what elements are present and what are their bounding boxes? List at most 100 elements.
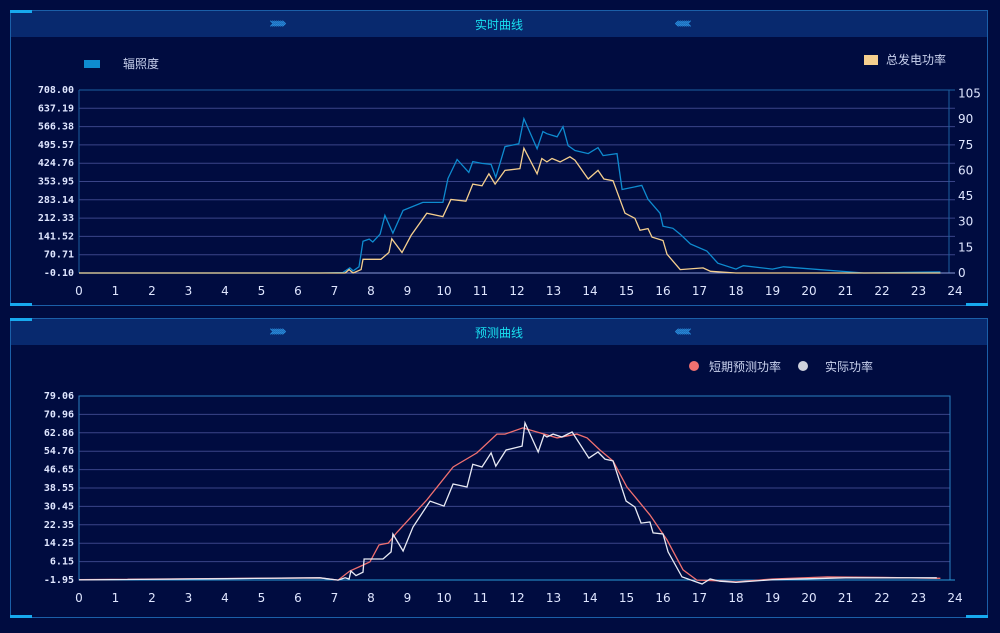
x-tick-label: 8 [367, 284, 375, 298]
x-tick-label: 1 [112, 591, 120, 605]
x-tick-label: 12 [509, 284, 524, 298]
x-tick-label: 16 [655, 591, 670, 605]
x-tick-label: 0 [75, 591, 83, 605]
x-tick-label: 4 [221, 284, 229, 298]
x-tick-label: 22 [874, 284, 889, 298]
legend-label-actual: 实际功率 [825, 359, 873, 374]
series-line-2 [79, 146, 941, 274]
legend-label-irradiance: 辐照度 [123, 56, 159, 71]
realtime-title: 实时曲线 [474, 18, 523, 32]
y-tick-label: 70.96 [44, 409, 74, 420]
x-tick-label: 16 [655, 284, 670, 298]
x-tick-label: 11 [473, 284, 488, 298]
y-tick-label: 495.57 [38, 140, 74, 151]
series-line-1 [79, 116, 941, 274]
x-tick-label: 23 [911, 591, 926, 605]
y-tick-label: 708.00 [38, 85, 74, 96]
x-tick-label: 11 [473, 591, 488, 605]
y-tick-label: 424.76 [38, 158, 74, 169]
y-right-tick-label: 75 [958, 138, 973, 152]
x-tick-label: 8 [367, 591, 375, 605]
x-tick-label: 9 [404, 591, 412, 605]
y-tick-label: 70.71 [44, 250, 74, 261]
corner-decoration [10, 10, 32, 13]
corner-decoration [966, 615, 988, 618]
x-tick-label: 4 [221, 591, 229, 605]
x-tick-label: 1 [112, 284, 120, 298]
x-tick-label: 24 [947, 284, 962, 298]
y-right-tick-label: 0 [958, 266, 966, 280]
realtime-titlebar: ››››››› 实时曲线 ‹‹‹‹‹‹‹ [11, 11, 987, 37]
x-tick-label: 20 [801, 591, 816, 605]
x-tick-label: 7 [331, 591, 339, 605]
chevrons-right-icon: ››››››› [269, 322, 287, 340]
y-tick-label: 637.19 [38, 103, 74, 114]
x-tick-label: 19 [765, 284, 780, 298]
y-tick-label: 54.76 [44, 446, 74, 457]
x-tick-label: 22 [874, 591, 889, 605]
x-tick-label: 21 [838, 591, 853, 605]
y-tick-label: 141.52 [38, 231, 74, 242]
x-tick-label: 0 [75, 284, 83, 298]
forecast-panel: ››››››› 预测曲线 ‹‹‹‹‹‹‹ [10, 318, 988, 618]
y-right-tick-label: 15 [958, 240, 973, 254]
legend-label-forecast: 短期预测功率 [709, 359, 781, 374]
y-tick-label: 566.38 [38, 122, 74, 133]
x-tick-label: 2 [148, 284, 156, 298]
y-tick-label: 62.86 [44, 428, 74, 439]
chevrons-left-icon: ‹‹‹‹‹‹‹ [674, 322, 692, 340]
series-line-2 [78, 420, 937, 585]
y-tick-label: 30.45 [44, 501, 74, 512]
forecast-title: 预测曲线 [474, 326, 523, 340]
x-tick-label: 15 [619, 591, 634, 605]
legend-swatch-irradiance [84, 60, 100, 68]
chevrons-right-icon: ››››››› [269, 14, 287, 32]
y-tick-label: 283.14 [38, 195, 74, 206]
y-right-tick-label: 90 [958, 112, 973, 126]
y-right-tick-label: 60 [958, 163, 973, 177]
x-tick-label: 17 [692, 284, 707, 298]
x-tick-label: 14 [582, 284, 597, 298]
legend-marker-actual [798, 361, 808, 371]
x-tick-label: 9 [404, 284, 412, 298]
x-tick-label: 18 [728, 591, 743, 605]
y-right-tick-label: 45 [958, 189, 973, 203]
y-tick-label: 14.25 [44, 538, 74, 549]
legend-label-total-power: 总发电功率 [886, 52, 946, 67]
x-tick-label: 13 [546, 284, 561, 298]
realtime-panel: ››››››› 实时曲线 ‹‹‹‹‹‹‹ [10, 10, 988, 306]
y-tick-label: 22.35 [44, 520, 74, 531]
x-tick-label: 6 [294, 591, 302, 605]
x-tick-label: 23 [911, 284, 926, 298]
x-tick-label: 10 [436, 591, 451, 605]
x-tick-label: 19 [765, 591, 780, 605]
chevrons-left-icon: ‹‹‹‹‹‹‹ [674, 14, 692, 32]
forecast-titlebar: ››››››› 预测曲线 ‹‹‹‹‹‹‹ [11, 319, 987, 345]
corner-decoration [10, 615, 32, 618]
x-tick-label: 18 [728, 284, 743, 298]
y-tick-label: 212.33 [38, 213, 74, 224]
legend-swatch-total-power [864, 55, 878, 65]
x-tick-label: 13 [546, 591, 561, 605]
x-tick-label: 3 [185, 284, 193, 298]
x-tick-label: 10 [436, 284, 451, 298]
x-tick-label: 21 [838, 284, 853, 298]
corner-decoration [10, 303, 32, 306]
y-tick-label: 38.55 [44, 483, 74, 494]
y-right-tick-label: 30 [958, 215, 973, 229]
x-tick-label: 5 [258, 284, 266, 298]
y-right-tick-label: 105 [958, 87, 981, 101]
legend-marker-forecast [689, 361, 699, 371]
x-tick-label: 12 [509, 591, 524, 605]
x-tick-label: 3 [185, 591, 193, 605]
x-tick-label: 14 [582, 591, 597, 605]
corner-decoration [966, 303, 988, 306]
x-tick-label: 6 [294, 284, 302, 298]
y-tick-label: 79.06 [44, 391, 74, 402]
x-tick-label: 7 [331, 284, 339, 298]
x-tick-label: 2 [148, 591, 156, 605]
corner-decoration [10, 318, 32, 321]
y-tick-label: -0.10 [44, 268, 74, 279]
y-tick-label: -1.95 [44, 575, 74, 586]
